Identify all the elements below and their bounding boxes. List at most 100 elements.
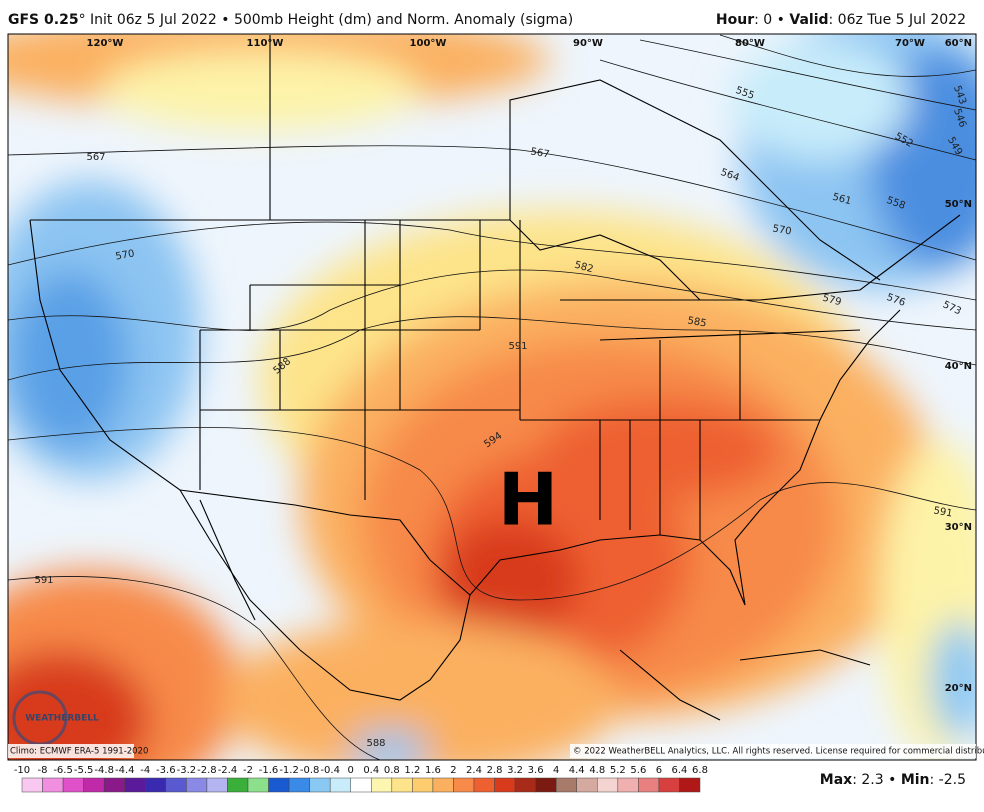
colorbar-tick-label: 2.4	[466, 765, 482, 776]
colorbar: -10 -8 -6.5 -5.5 -4.8 -4.4 -4 -3.6 -3.2 -2.8 -2.4-…	[14, 765, 708, 793]
colorbar-swatch	[268, 777, 290, 793]
colorbar-tick-label: -1.2	[279, 765, 299, 776]
colorbar-swatch	[535, 777, 557, 793]
longitude-label: 100°W	[410, 38, 447, 49]
colorbar-tick-label: -2	[243, 765, 253, 776]
longitude-label: 120°W	[87, 38, 124, 49]
high-pressure-label: H	[498, 458, 558, 542]
colorbar-swatch	[227, 777, 249, 793]
valid-key: Valid	[789, 12, 828, 28]
contour-label: 567	[86, 152, 105, 163]
colorbar-tick-label: 3.6	[528, 765, 544, 776]
latitude-label: 30°N	[945, 522, 972, 533]
contour-label: 567	[530, 146, 551, 160]
contour-label: 579	[821, 293, 842, 309]
latitude-label: 20°N	[945, 683, 972, 694]
contour-label: 570	[115, 248, 136, 262]
colorbar-tick-label: -4	[140, 765, 150, 776]
colorbar-tick-label: -6.5	[53, 765, 73, 776]
colorbar-tick-label: 3.2	[507, 765, 523, 776]
colorbar-tick-label: -2.8	[197, 765, 217, 776]
colorbar-tick-label: -3.2	[177, 765, 197, 776]
valid-val: : 06z Tue 5 Jul 2022	[829, 12, 966, 28]
colorbar-swatch	[679, 777, 701, 793]
colorbar-swatch	[145, 777, 167, 793]
colorbar-swatch	[42, 777, 64, 793]
max-min: Max: 2.3 • Min: -2.5	[820, 772, 966, 788]
colorbar-tick-label: 4	[553, 765, 559, 776]
contour-label: 591	[34, 575, 53, 586]
colorbar-swatch	[494, 777, 516, 793]
colorbar-swatch	[597, 777, 619, 793]
colorbar-tick-label: 5.6	[630, 765, 646, 776]
latitude-label: 50°N	[945, 199, 972, 210]
colorbar-swatch	[62, 777, 84, 793]
colorbar-tick-label: 2.8	[487, 765, 503, 776]
colorbar-swatch	[514, 777, 536, 793]
contour-label: 591	[933, 505, 954, 519]
colorbar-swatch	[453, 777, 475, 793]
colorbar-tick-label: 1.2	[404, 765, 420, 776]
colorbar-swatch	[638, 777, 660, 793]
colorbar-swatch	[412, 777, 434, 793]
logo: WEATHERBELL	[25, 714, 99, 724]
contour-label: 591	[508, 341, 527, 352]
colorbar-tick-label: -1.6	[259, 765, 279, 776]
colorbar-tick-label: 6.4	[672, 765, 688, 776]
colorbar-swatch	[83, 777, 105, 793]
title-rest: ° Init 06z 5 Jul 2022 • 500mb Height (dm…	[79, 12, 574, 28]
max-key: Max	[820, 772, 852, 788]
valid-time: Hour: 0 • Valid: 06z Tue 5 Jul 2022	[716, 12, 966, 28]
colorbar-tick-label: -8	[38, 765, 48, 776]
colorbar-swatch	[391, 777, 413, 793]
min-key: Min	[901, 772, 930, 788]
longitude-label: 70°W	[895, 38, 925, 49]
longitude-label: 80°W	[735, 38, 765, 49]
latitude-label: 40°N	[945, 361, 972, 372]
colorbar-swatch	[165, 777, 187, 793]
colorbar-swatch	[371, 777, 393, 793]
colorbar-tick-label: -4.8	[94, 765, 114, 776]
colorbar-swatch	[576, 777, 598, 793]
hour-key: Hour	[716, 12, 754, 28]
colorbar-tick-label: -3.6	[156, 765, 176, 776]
colorbar-swatch	[555, 777, 577, 793]
colorbar-tick-label: 1.6	[425, 765, 441, 776]
map: H WEATHERBELL	[8, 34, 976, 760]
colorbar-swatch	[658, 777, 680, 793]
colorbar-swatch	[329, 777, 351, 793]
colorbar-swatch	[309, 777, 331, 793]
hour-val: : 0 •	[754, 12, 789, 28]
colorbar-swatch	[288, 777, 310, 793]
colorbar-swatch	[432, 777, 454, 793]
contour-label: 585	[687, 315, 708, 329]
copyright: © 2022 WeatherBELL Analytics, LLC. All r…	[573, 747, 984, 757]
colorbar-swatch	[124, 777, 146, 793]
colorbar-tick-label: -10	[14, 765, 30, 776]
contour-label: 570	[772, 223, 793, 237]
max-val: : 2.3 •	[852, 772, 901, 788]
colorbar-swatch	[103, 777, 125, 793]
longitude-label: 90°W	[573, 38, 603, 49]
colorbar-tick-label: -2.4	[218, 765, 238, 776]
contour-label: 561	[831, 192, 852, 208]
colorbar-swatch	[350, 777, 372, 793]
colorbar-tick-label: -0.8	[300, 765, 320, 776]
climo-note: Climo: ECMWF ERA-5 1991-2020	[10, 747, 148, 757]
colorbar-tick-label: 6.8	[692, 765, 708, 776]
colorbar-tick-label: 0	[348, 765, 354, 776]
min-val: : -2.5	[930, 772, 966, 788]
title: GFS 0.25° Init 06z 5 Jul 2022 • 500mb He…	[8, 12, 573, 28]
colorbar-tick-label: 0.4	[363, 765, 379, 776]
colorbar-tick-label: 2	[450, 765, 456, 776]
contour-label: 588	[366, 738, 385, 749]
colorbar-tick-label: -5.5	[74, 765, 94, 776]
colorbar-tick-label: 4.4	[569, 765, 585, 776]
colorbar-tick-label: 4.8	[589, 765, 605, 776]
colorbar-swatch	[21, 777, 43, 793]
colorbar-tick-label: 5.2	[610, 765, 626, 776]
colorbar-swatch	[247, 777, 269, 793]
colorbar-swatch	[617, 777, 639, 793]
colorbar-tick-label: -0.4	[320, 765, 340, 776]
